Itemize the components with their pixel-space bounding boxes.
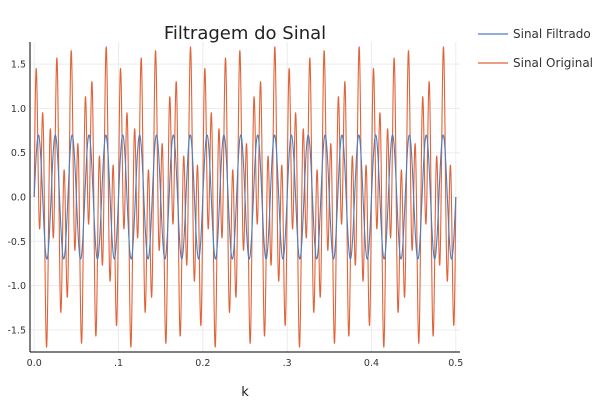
axes xyxy=(29,42,460,353)
x-tick-label: 0.4 xyxy=(364,358,379,369)
x-tick-label: 0.2 xyxy=(195,358,210,369)
x-tick-label: 0.0 xyxy=(27,358,42,369)
y-tick-label: -0.5 xyxy=(7,237,26,248)
x-tick-label: 0.5 xyxy=(448,358,463,369)
y-tick-label: 1.5 xyxy=(11,60,26,71)
series-line-sinal-filtrado xyxy=(33,134,457,260)
x-tick-label: .3 xyxy=(283,358,292,369)
y-tick-label: -1.0 xyxy=(7,281,26,292)
tick-labels: 0.0 .1 0.2 .3 0.4 0.5 1.5 1.0 0.5 0.0 -0.5 -1.0 -1.5 xyxy=(7,60,463,369)
legend-label-filtrado: Sinal Filtrado xyxy=(513,27,591,41)
y-tick-label: 1.0 xyxy=(11,104,26,115)
legend-label-original: Sinal Original xyxy=(513,56,593,70)
legend: Sinal Filtrado Sinal Original xyxy=(478,27,593,70)
chart-title: Filtragem do Sinal xyxy=(164,23,326,44)
y-tick-label: 0.5 xyxy=(11,148,26,159)
x-axis-label: k xyxy=(241,385,249,400)
y-tick-label: 0.0 xyxy=(11,193,26,204)
series xyxy=(33,46,457,348)
x-tick-label: .1 xyxy=(114,358,123,369)
y-tick-label: -1.5 xyxy=(7,325,26,336)
